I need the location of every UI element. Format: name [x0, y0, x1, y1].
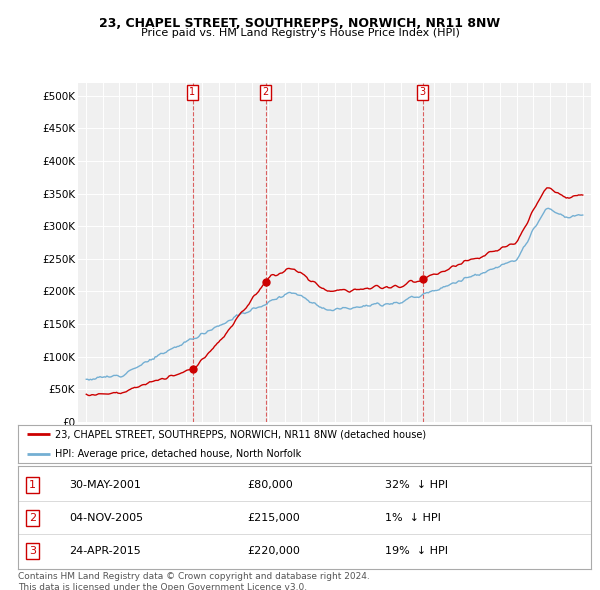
Text: £215,000: £215,000: [247, 513, 300, 523]
Text: 2: 2: [263, 87, 269, 97]
Text: 19%  ↓ HPI: 19% ↓ HPI: [385, 546, 448, 556]
Text: 3: 3: [419, 87, 425, 97]
Text: 1%  ↓ HPI: 1% ↓ HPI: [385, 513, 440, 523]
Text: 3: 3: [29, 546, 36, 556]
Text: £220,000: £220,000: [247, 546, 300, 556]
Text: Price paid vs. HM Land Registry's House Price Index (HPI): Price paid vs. HM Land Registry's House …: [140, 28, 460, 38]
Text: 23, CHAPEL STREET, SOUTHREPPS, NORWICH, NR11 8NW: 23, CHAPEL STREET, SOUTHREPPS, NORWICH, …: [100, 17, 500, 30]
Text: 30-MAY-2001: 30-MAY-2001: [70, 480, 142, 490]
Text: 2: 2: [29, 513, 36, 523]
Text: £80,000: £80,000: [247, 480, 293, 490]
Text: 24-APR-2015: 24-APR-2015: [70, 546, 142, 556]
Text: 1: 1: [190, 87, 196, 97]
Text: 32%  ↓ HPI: 32% ↓ HPI: [385, 480, 448, 490]
Text: HPI: Average price, detached house, North Norfolk: HPI: Average price, detached house, Nort…: [55, 448, 301, 458]
Text: Contains HM Land Registry data © Crown copyright and database right 2024.
This d: Contains HM Land Registry data © Crown c…: [18, 572, 370, 590]
Text: 04-NOV-2005: 04-NOV-2005: [70, 513, 143, 523]
Text: 23, CHAPEL STREET, SOUTHREPPS, NORWICH, NR11 8NW (detached house): 23, CHAPEL STREET, SOUTHREPPS, NORWICH, …: [55, 430, 427, 440]
Text: 1: 1: [29, 480, 36, 490]
